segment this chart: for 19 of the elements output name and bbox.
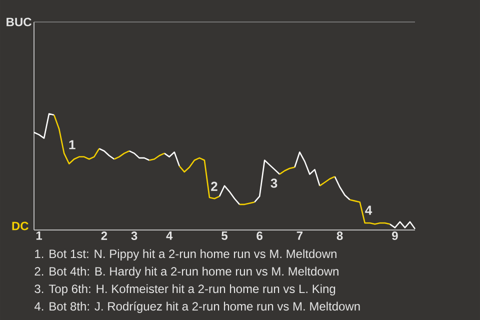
x-tick-label: 4 — [166, 232, 173, 240]
text: 3. Top 6th: H. Kofmeister hit a 2-run home run vs L. King — [34, 284, 336, 296]
x-tick-label: 8 — [336, 232, 343, 240]
annotation: 1 — [69, 140, 76, 150]
text: 4. Bot 8th: J. Rodríguez hit a 2-run home run vs M. Meltdown — [34, 302, 360, 313]
text: 1. Bot 1st: N. Pippy hit a 2-run home run vs M. Meltdown — [35, 249, 336, 260]
text: DC — [12, 222, 28, 230]
x-tick-label: 7 — [296, 232, 303, 240]
x-tick-label: 5 — [222, 232, 228, 240]
annotation: 2 — [211, 182, 218, 191]
text: BUC — [6, 18, 32, 26]
annotation: 4 — [365, 206, 372, 215]
x-tick-label: 9 — [392, 232, 398, 240]
annotation: 3 — [270, 178, 278, 188]
x-tick-label: 1 — [36, 232, 42, 240]
x-tick-label: 2 — [101, 232, 108, 240]
x-tick-label: 3 — [131, 232, 138, 240]
text: 2. Bot 4th: B. Hardy hit a 2-run home run vs M. Meltdown — [34, 266, 338, 278]
x-tick-label: 6 — [256, 232, 262, 240]
